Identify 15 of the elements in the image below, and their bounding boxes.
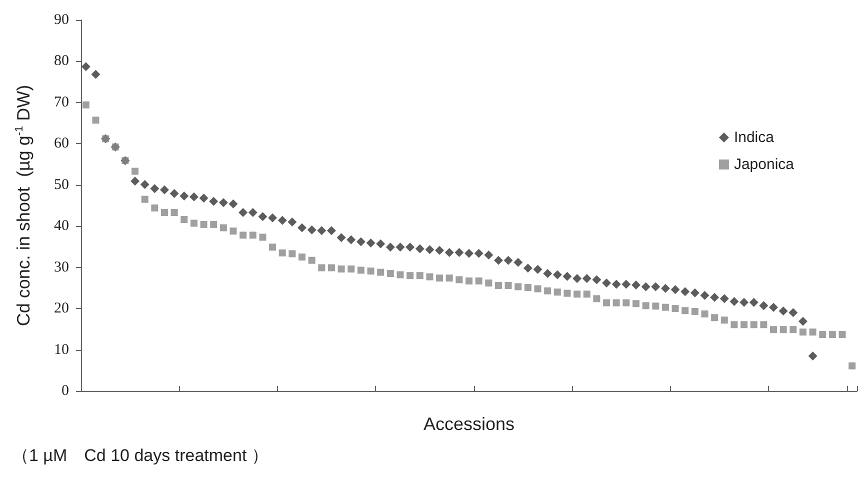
text: （1 µM Cd 10 days treatment ）: [12, 446, 268, 465]
y-tick-label: 80: [54, 53, 69, 70]
legend-label: Japonica: [734, 156, 795, 173]
y-tick-label: 40: [54, 218, 69, 234]
y-tick-label: 30: [54, 259, 69, 276]
x-axis-title: Accessions: [423, 414, 515, 434]
legend-label: Indica: [734, 129, 775, 146]
y-tick-label: 50: [54, 176, 69, 193]
y-tick-label: 0: [62, 383, 69, 399]
y-tick-label: 20: [54, 300, 69, 317]
y-tick-label: 70: [54, 94, 69, 110]
y-tick-label: 60: [54, 136, 69, 152]
y-tick-label: 90: [54, 12, 69, 28]
y-axis-title: Cd conc. in shoot (µg g-1 DW): [14, 84, 34, 326]
y-tick-label: 10: [54, 342, 69, 358]
